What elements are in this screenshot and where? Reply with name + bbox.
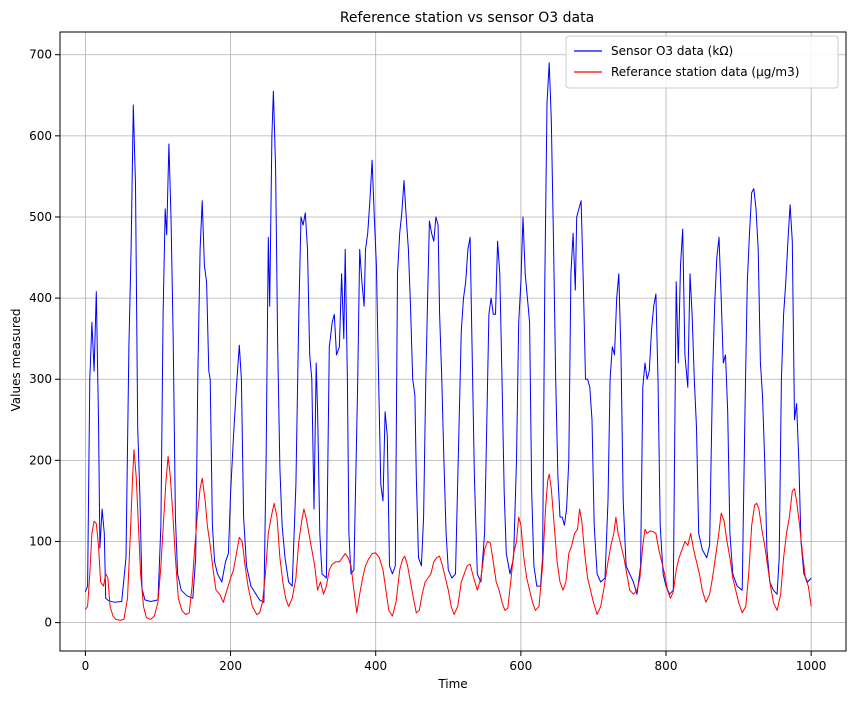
y-tick-label: 700: [29, 48, 52, 62]
x-axis: 0 200 400 600 800 1000: [82, 651, 827, 673]
y-axis-label: Values measured: [9, 309, 23, 412]
x-tick-label: 600: [509, 659, 532, 673]
y-tick-label: 100: [29, 534, 52, 548]
y-tick-label: 400: [29, 291, 52, 305]
y-tick-label: 600: [29, 129, 52, 143]
x-tick-label: 400: [364, 659, 387, 673]
legend-label: Sensor O3 data (kΩ): [611, 44, 733, 58]
x-axis-label: Time: [437, 677, 467, 691]
legend-label: Referance station data (µg/m3): [611, 65, 799, 79]
grid-lines: [60, 32, 846, 651]
y-tick-label: 300: [29, 372, 52, 386]
x-tick-label: 1000: [796, 659, 827, 673]
plot-frame: [59, 31, 847, 652]
y-tick-label: 500: [29, 210, 52, 224]
series-line-1: [84, 62, 812, 603]
y-tick-label: 0: [44, 616, 52, 630]
x-tick-label: 800: [655, 659, 678, 673]
chart-title: Reference station vs sensor O3 data: [340, 10, 594, 26]
y-tick-label: 200: [29, 453, 52, 467]
x-tick-label: 200: [219, 659, 242, 673]
y-axis: 0 100 200 300 400 500 600 700: [29, 48, 60, 630]
legend-box: [565, 35, 839, 89]
legend: Sensor O3 data (kΩ) Referance station dat…: [565, 35, 839, 89]
x-tick-label: 0: [82, 659, 90, 673]
plot-area: [84, 62, 812, 621]
series-line-2: [84, 449, 812, 621]
